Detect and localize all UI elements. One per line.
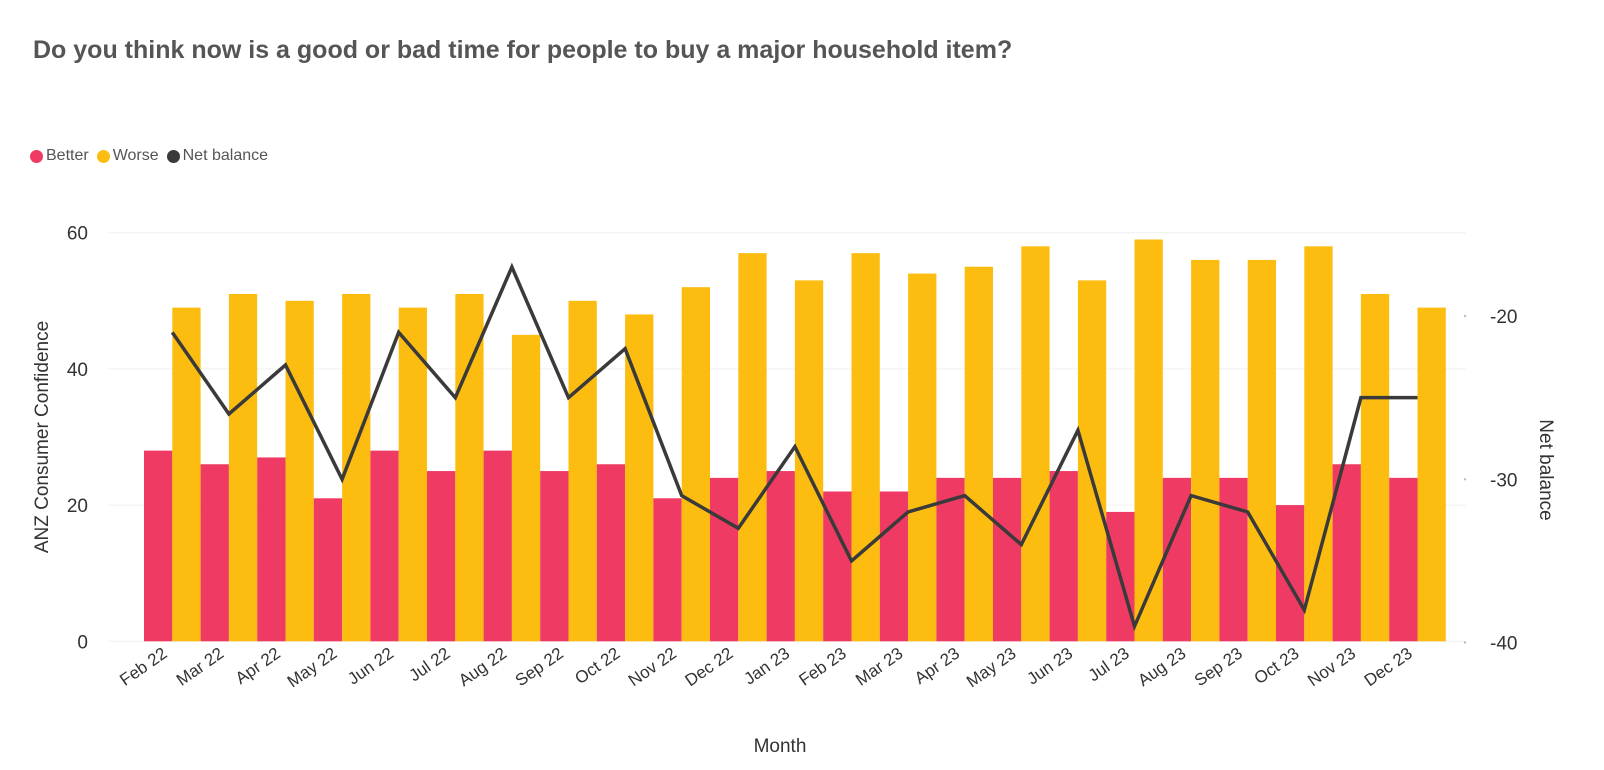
legend-item-better[interactable]: Better	[30, 147, 89, 165]
x-tick-label: Apr 23	[911, 644, 963, 688]
bar-worse	[681, 287, 710, 642]
y2-axis-title: Net balance	[1535, 419, 1556, 520]
x-tick-label: May 23	[963, 644, 1020, 692]
legend: Better Worse Net balance	[30, 147, 268, 165]
bar-better	[936, 477, 965, 642]
x-tick-label: Aug 23	[1134, 644, 1189, 690]
bar-worse	[1021, 246, 1050, 642]
x-tick-label: Oct 22	[571, 644, 623, 688]
bar-worse	[908, 273, 937, 642]
y2-tick-label: -40	[1490, 634, 1517, 655]
x-tick-label: Sep 22	[512, 644, 567, 690]
bar-worse	[1247, 259, 1276, 642]
x-tick-label: Mar 23	[852, 644, 906, 690]
bar-better	[144, 450, 173, 642]
legend-item-net-balance[interactable]: Net balance	[166, 147, 269, 165]
y2-tick-label: -30	[1490, 470, 1517, 491]
bar-better	[257, 457, 286, 642]
x-tick-label: Apr 22	[232, 644, 284, 688]
bar-worse	[511, 334, 541, 642]
bar-worse	[1191, 259, 1220, 642]
x-tick-label: Feb 22	[116, 644, 170, 690]
bar-worse	[285, 300, 314, 642]
bar-worse	[625, 314, 654, 642]
bar-better	[1219, 477, 1248, 642]
x-tick-label: Jul 22	[406, 644, 454, 686]
bar-better	[370, 450, 399, 642]
legend-item-worse[interactable]: Worse	[96, 147, 159, 165]
x-tick-label: Sep 23	[1191, 644, 1246, 690]
legend-label: Net balance	[182, 147, 269, 164]
y-axis-title: ANZ Consumer Confidence	[32, 321, 53, 553]
x-tick-label: May 22	[284, 644, 341, 692]
y-tick-label: 20	[67, 496, 88, 517]
worse-swatch-icon	[96, 149, 110, 163]
better-swatch-icon	[30, 149, 43, 163]
bar-better	[1049, 471, 1078, 642]
net-balance-swatch-icon	[166, 149, 180, 163]
bar-worse	[738, 253, 767, 642]
chart-title: Do you think now is a good or bad time f…	[33, 36, 1013, 64]
x-axis-title: Month	[754, 736, 807, 757]
y2-tick-mark	[1463, 478, 1467, 481]
bar-better	[427, 471, 456, 642]
bar-better	[993, 477, 1022, 642]
bar-better	[540, 471, 569, 642]
bar-better	[653, 498, 682, 642]
x-tick-label: Jan 23	[740, 644, 793, 689]
bar-better	[1276, 505, 1305, 642]
bar-worse	[455, 293, 484, 642]
y-tick-label: 60	[67, 224, 88, 245]
x-tick-label: Aug 22	[455, 644, 510, 690]
y2-tick-label: -20	[1490, 307, 1517, 328]
bar-worse	[1077, 280, 1107, 642]
y-tick-label: 40	[67, 360, 88, 381]
bar-better	[596, 464, 626, 642]
bar-worse	[851, 253, 880, 642]
bar-worse	[1304, 246, 1333, 642]
bar-better	[710, 477, 739, 642]
legend-label: Better	[46, 147, 89, 164]
bar-worse	[1134, 239, 1163, 642]
x-tick-label: Jun 23	[1023, 644, 1076, 689]
bar-worse	[228, 293, 258, 642]
x-tick-label: Dec 22	[682, 644, 737, 690]
bar-worse	[172, 307, 201, 642]
bar-worse	[398, 307, 427, 642]
y2-tick-mark	[1463, 314, 1467, 318]
y2-tick-mark	[1463, 641, 1467, 644]
x-tick-label: Nov 22	[625, 644, 680, 690]
bar-better	[766, 471, 795, 642]
x-tick-label: Jun 22	[344, 644, 397, 689]
x-tick-label: Feb 23	[796, 644, 850, 690]
bar-worse	[964, 266, 993, 642]
bar-worse	[1417, 307, 1446, 642]
x-tick-label: Nov 23	[1304, 644, 1359, 690]
bar-worse	[1360, 293, 1390, 642]
y-tick-label: 0	[77, 632, 88, 653]
bar-better	[200, 464, 229, 642]
bar-better	[313, 498, 343, 642]
legend-label: Worse	[112, 147, 159, 164]
x-tick-label: Oct 23	[1251, 644, 1303, 688]
bar-better	[1332, 464, 1361, 642]
bar-worse	[568, 300, 597, 642]
bar-better	[1389, 477, 1418, 642]
x-tick-label: Dec 23	[1361, 644, 1416, 690]
bar-better	[483, 450, 512, 642]
bar-worse	[794, 280, 824, 642]
x-tick-label: Mar 22	[173, 644, 227, 690]
x-tick-label: Jul 23	[1085, 644, 1133, 686]
